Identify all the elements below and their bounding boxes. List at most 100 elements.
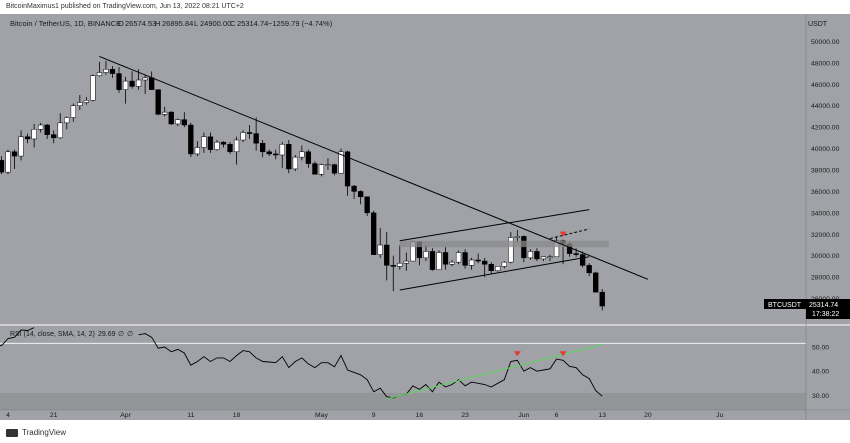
candle [501, 261, 507, 267]
candle [168, 111, 174, 125]
legend-layer: Bitcoin / TetherUS, 1D, BINANCE O 26574.… [10, 19, 828, 338]
candle [540, 256, 547, 260]
candle [573, 253, 579, 255]
rsi-marker [559, 351, 567, 357]
ohlc-l-label: L [194, 19, 198, 28]
trendlines-layer [99, 55, 649, 291]
tradingview-logo-icon [6, 428, 18, 437]
candle [436, 252, 442, 270]
resistance-band [399, 240, 609, 248]
candle [83, 100, 90, 103]
candle [279, 144, 285, 156]
candle [155, 89, 161, 115]
candle [44, 124, 50, 135]
tradingview-logo[interactable]: TradingView [6, 428, 66, 437]
candle [442, 252, 449, 265]
tradingview-brand: TradingView [22, 428, 67, 437]
last-price-tag: 25314.74 17:38:22 [806, 299, 850, 319]
candle [38, 124, 44, 130]
candle [514, 236, 520, 238]
candle [344, 151, 351, 187]
candle [351, 185, 357, 192]
ohlc-close: 25314.74 [237, 19, 268, 28]
time-tick-label: May [315, 412, 328, 419]
time-tick-label: 20 [644, 412, 652, 419]
time-tick-label: 16 [416, 412, 424, 419]
candle [534, 251, 540, 260]
markers-layer [559, 231, 567, 237]
price-tick-label: 42000.00 [811, 125, 840, 132]
candle [455, 252, 462, 263]
candle [390, 265, 396, 267]
price-chart[interactable]: 26000.0028000.0030000.0032000.0034000.00… [0, 14, 850, 420]
candle [482, 260, 488, 265]
candle [24, 136, 31, 140]
price-tick-label: 50000.00 [811, 39, 840, 46]
candle [103, 69, 109, 73]
candle [109, 69, 116, 74]
time-tick-label: Apr [120, 412, 131, 419]
rsi-value: 29.69 [98, 331, 116, 338]
candle [175, 119, 181, 125]
candle [194, 147, 201, 155]
candle [599, 291, 605, 307]
time-tick-label: 23 [461, 412, 469, 419]
price-tick-label: 30000.00 [811, 253, 840, 260]
time-tick-label: 18 [233, 412, 241, 419]
candle [312, 163, 318, 175]
oversold-band-layer [0, 393, 806, 410]
currency-label: USDT [808, 21, 828, 28]
ohlc-c-label: C [230, 19, 236, 28]
rsi-line [138, 333, 603, 399]
candle [90, 75, 96, 101]
candle [57, 122, 63, 139]
time-tick-label: 13 [598, 412, 606, 419]
candle [201, 136, 207, 148]
rsi-tick-label: 40.00 [812, 369, 829, 376]
candle [181, 119, 187, 126]
candle [149, 77, 155, 90]
candle [188, 124, 194, 155]
price-tick-label: 44000.00 [811, 103, 840, 110]
candle [162, 111, 168, 115]
candle [547, 256, 553, 259]
time-tick-label: 11 [187, 412, 194, 419]
candle [240, 132, 246, 141]
chart-area[interactable]: 26000.0028000.0030000.0032000.0034000.00… [0, 14, 850, 420]
rsi-marker [513, 351, 521, 357]
candle [593, 272, 599, 293]
candle [357, 191, 364, 198]
grid-layer [0, 14, 850, 420]
candle [508, 237, 514, 263]
trendline [99, 55, 649, 280]
price-tick-label: 38000.00 [811, 168, 840, 175]
price-tick-label: 28000.00 [811, 275, 840, 282]
rsi-na-1: ∅ [118, 331, 124, 338]
trendline [399, 209, 590, 242]
ohlc-o-label: O [118, 19, 124, 28]
candle [468, 259, 475, 266]
price-tick-label: 46000.00 [811, 82, 840, 89]
candle [429, 251, 436, 270]
rsi-na-2: ∅ [127, 331, 133, 338]
candle [488, 264, 494, 271]
candle [214, 141, 220, 150]
candle [227, 144, 233, 153]
rsi-tick-label: 30.00 [812, 393, 829, 400]
candle [292, 156, 298, 170]
candle [31, 129, 37, 140]
symbol-badge: BTCUSDT [764, 299, 806, 309]
candle [331, 164, 338, 174]
candle [51, 134, 57, 139]
candle [318, 164, 325, 175]
footer-bar [0, 420, 850, 443]
countdown: 17:38:22 [812, 311, 839, 318]
candle [96, 72, 103, 76]
candle [475, 259, 481, 262]
candle [253, 133, 259, 144]
rsi-line [0, 327, 35, 347]
candle [462, 252, 468, 266]
candle [325, 164, 331, 166]
trendline [399, 256, 590, 291]
rsi-label: RSI (14, close, SMA, 14, 2) [10, 331, 95, 338]
